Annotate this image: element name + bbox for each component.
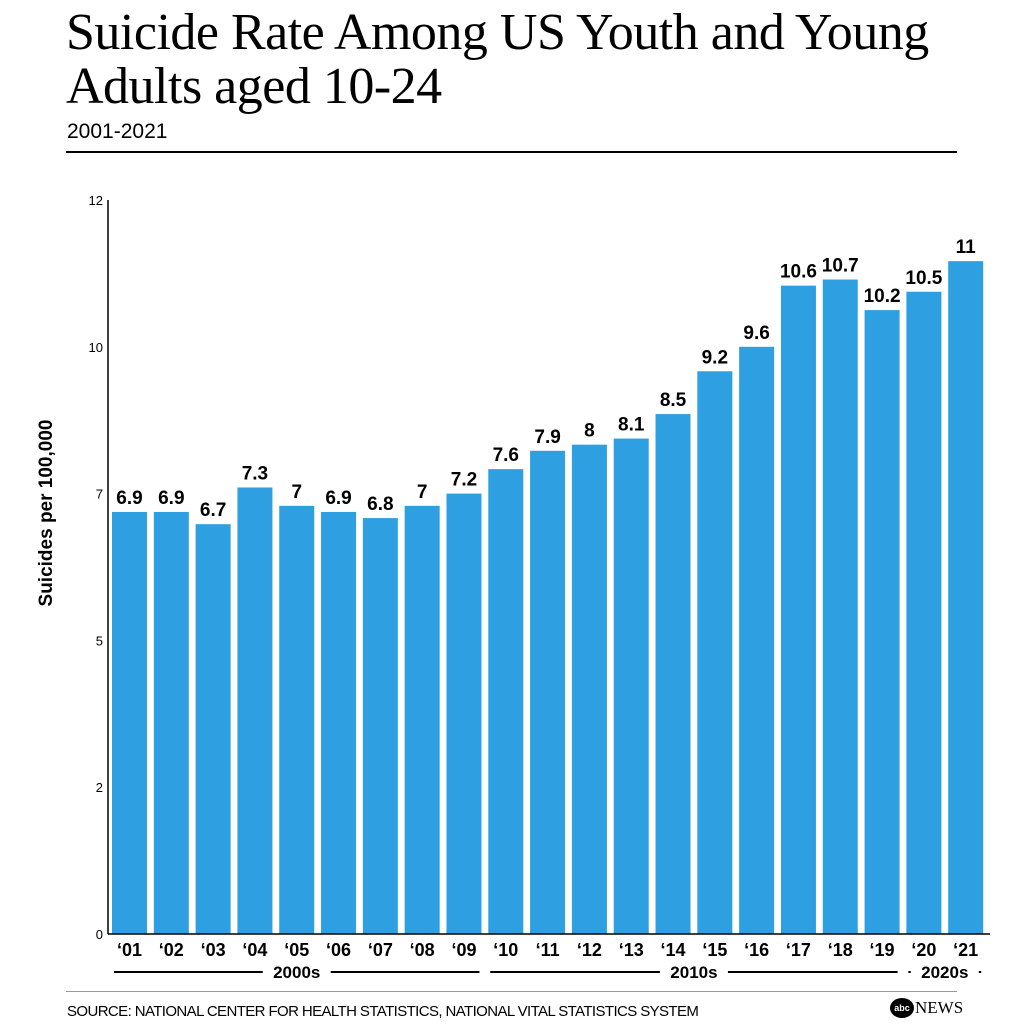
y-tick-label: 2 (96, 780, 103, 795)
bar (571, 444, 607, 934)
x-tick-label: ‘13 (619, 940, 644, 960)
y-axis-label: Suicides per 100,000 (36, 420, 57, 607)
bar (446, 493, 482, 934)
chart-subtitle: 2001-2021 (67, 120, 168, 143)
data-label: 8.5 (660, 390, 687, 411)
data-label: 10.6 (780, 262, 817, 283)
bar (780, 285, 816, 935)
bar (195, 524, 231, 934)
x-tick-label: ‘04 (242, 940, 267, 960)
x-tick-label: ‘16 (744, 940, 769, 960)
data-label: 7 (417, 482, 428, 503)
data-label: 11 (956, 237, 977, 258)
x-tick-label: ‘18 (828, 940, 853, 960)
abc-logo-mark: abc (890, 998, 914, 1018)
data-label: 10.2 (864, 286, 901, 307)
y-tick-label: 0 (96, 927, 103, 942)
x-tick-label: ‘07 (368, 940, 393, 960)
x-tick-label: ‘15 (702, 940, 727, 960)
bar (362, 518, 398, 934)
bar (613, 438, 649, 934)
bar-chart: 0 2 5 7 10 12 Suicides per 100,000 6.9 ‘01 6.9 ‘02… (36, 193, 990, 982)
data-label: 9.6 (743, 323, 769, 344)
x-tick-label: ‘06 (326, 940, 351, 960)
x-tick-label: ‘12 (577, 940, 602, 960)
x-tick-label: ‘08 (410, 940, 435, 960)
footer-divider (66, 991, 957, 992)
bar (864, 310, 900, 935)
data-label: 7 (291, 482, 302, 503)
x-tick-label: ‘05 (284, 940, 309, 960)
data-label: 6.7 (200, 500, 226, 521)
y-tick-label: 10 (89, 340, 103, 355)
abc-news-logo: abc NEWS (890, 998, 963, 1018)
y-tick-label: 7 (96, 487, 103, 502)
header-divider (66, 151, 957, 153)
x-tick-label: ‘21 (953, 940, 978, 960)
bar (697, 371, 733, 934)
x-tick-label: ‘19 (870, 940, 895, 960)
bar (112, 511, 147, 934)
chart-title: Suicide Rate Among US Youth and Young Ad… (66, 4, 929, 115)
y-tick-label: 12 (89, 193, 103, 208)
decade-label: 2000s (273, 963, 320, 982)
bar (404, 505, 440, 934)
bar (279, 505, 315, 934)
x-tick-label: ‘11 (536, 940, 560, 960)
data-label: 7.3 (242, 463, 268, 484)
data-label: 6.9 (325, 488, 351, 509)
bar (822, 279, 858, 934)
data-label: 6.8 (367, 494, 393, 515)
decade-label: 2010s (670, 963, 717, 982)
data-label: 7.6 (493, 445, 519, 466)
bar (530, 450, 566, 934)
bar (655, 414, 691, 934)
bar (237, 487, 273, 934)
data-label: 7.2 (451, 470, 477, 491)
data-label: 8.1 (618, 415, 645, 436)
x-tick-label: ‘10 (493, 940, 518, 960)
y-tick-label: 5 (96, 633, 103, 648)
x-tick-label: ‘14 (661, 940, 686, 960)
x-tick-label: ‘09 (451, 940, 476, 960)
decade-label: 2020s (921, 963, 968, 982)
source-note: SOURCE: NATIONAL CENTER FOR HEALTH STATI… (67, 1003, 699, 1020)
x-tick-label: ‘20 (911, 940, 936, 960)
bar (948, 261, 984, 935)
bar (906, 291, 942, 934)
bar (153, 511, 189, 934)
bar (739, 346, 775, 934)
data-label: 6.9 (116, 488, 142, 509)
x-tick-label: ‘02 (159, 940, 184, 960)
data-label: 9.2 (702, 347, 728, 368)
x-tick-label: ‘17 (786, 940, 811, 960)
bar (321, 511, 357, 934)
data-label: 10.5 (905, 268, 942, 289)
x-tick-label: ‘01 (117, 940, 142, 960)
x-tick-label: ‘03 (201, 940, 226, 960)
bar (488, 469, 524, 934)
news-wordmark: NEWS (915, 998, 964, 1017)
data-label: 7.9 (534, 427, 560, 448)
data-label: 6.9 (158, 488, 184, 509)
data-label: 10.7 (822, 256, 859, 277)
data-label: 8 (584, 421, 595, 442)
